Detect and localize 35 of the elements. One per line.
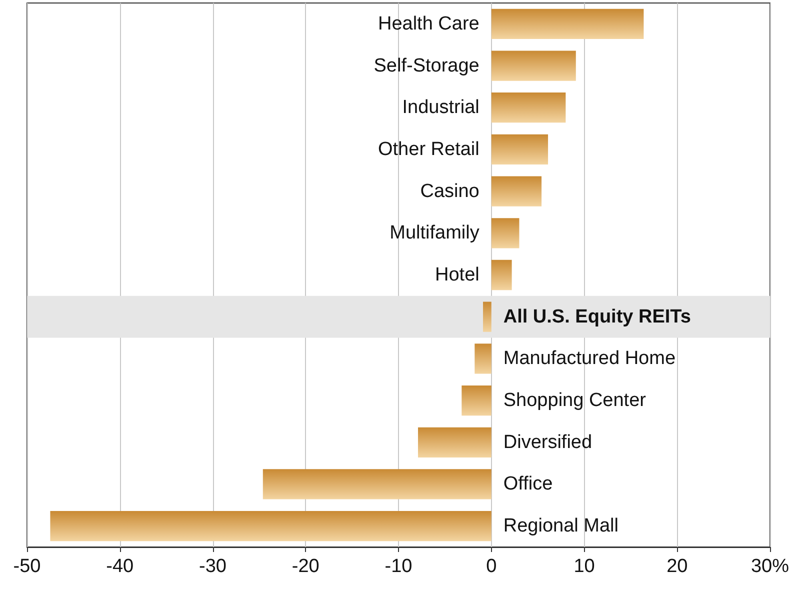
bar — [491, 8, 644, 39]
y-tick-label: Other Retail — [378, 138, 480, 160]
y-tick-label: Multifamily — [390, 222, 480, 244]
x-tick-label: -40 — [106, 556, 134, 577]
bar — [491, 50, 576, 81]
y-tick-label: Casino — [420, 180, 480, 202]
x-tick-label: 0 — [486, 556, 497, 577]
bar — [491, 134, 548, 165]
y-tick-label: Diversified — [503, 432, 592, 453]
bar — [462, 385, 492, 416]
bar — [491, 176, 542, 206]
y-tick-label: Industrial — [402, 97, 480, 118]
y-tick-label: Manufactured Home — [503, 348, 676, 370]
bar — [262, 469, 492, 500]
x-tick-label: 30% — [750, 556, 790, 577]
x-tick-label: 10 — [574, 556, 595, 577]
x-tick-label: -50 — [13, 556, 41, 577]
y-tick-label: Self-Storage — [374, 55, 480, 76]
x-tick-label: -20 — [292, 556, 320, 577]
x-tick-label: -30 — [199, 556, 226, 577]
bar — [483, 302, 492, 332]
y-tick-label: Hotel — [435, 264, 480, 286]
y-tick-label: Office — [503, 474, 553, 495]
bar — [418, 427, 492, 458]
bar — [491, 260, 512, 290]
y-tick-label: Regional Mall — [503, 516, 618, 537]
y-tick-label: Shopping Center — [503, 390, 647, 412]
y-tick-label: Health Care — [378, 13, 480, 34]
bar — [50, 511, 492, 542]
x-tick-label: -10 — [384, 556, 412, 577]
y-tick-label: All U.S. Equity REITs — [503, 306, 691, 328]
bar — [491, 92, 566, 123]
bar — [491, 218, 520, 248]
bar — [474, 344, 492, 374]
x-tick-label: 20 — [666, 556, 688, 577]
